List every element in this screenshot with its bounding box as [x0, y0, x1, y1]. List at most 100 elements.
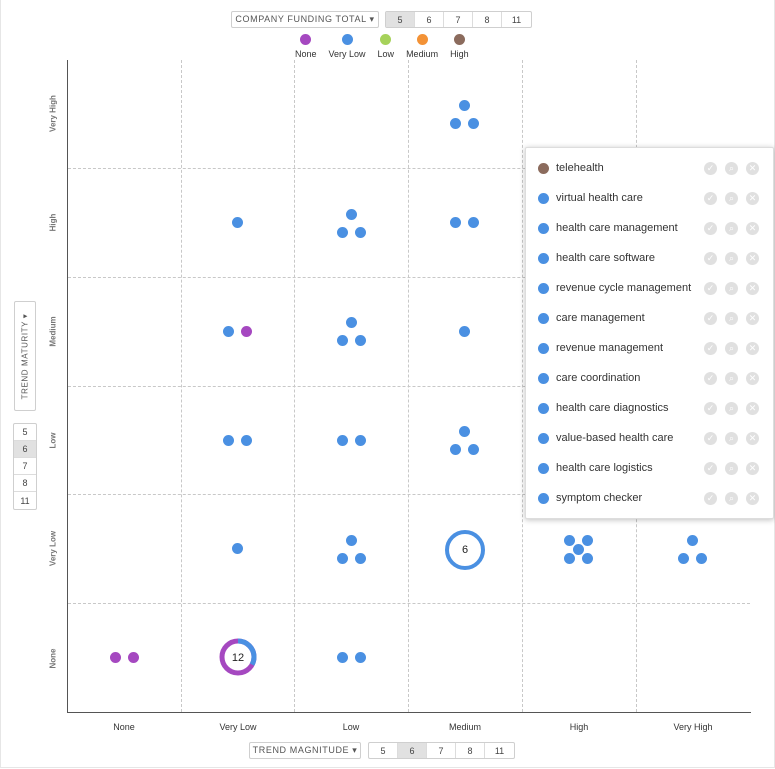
trend-dot[interactable] [468, 118, 479, 129]
check-icon[interactable]: ✓ [704, 191, 717, 205]
trend-dot[interactable] [450, 217, 461, 228]
trend-dot[interactable] [337, 227, 348, 238]
company-funding-dropdown[interactable]: COMPANY FUNDING TOTAL ▾ [231, 11, 379, 28]
trend-dot[interactable] [450, 118, 461, 129]
trend-dot[interactable] [110, 652, 121, 663]
trend-dot[interactable] [459, 100, 470, 111]
trend-dot[interactable] [355, 435, 366, 446]
trend-dot[interactable] [468, 444, 479, 455]
maturity-option-8[interactable]: 8 [14, 475, 36, 492]
trend-dot[interactable] [346, 317, 357, 328]
cluster-ring-very-low-medium[interactable]: 6 [445, 530, 485, 570]
trend-dot[interactable] [459, 326, 470, 337]
funding-option-8[interactable]: 8 [473, 12, 502, 27]
trend-dot[interactable] [337, 553, 348, 564]
trend-dot[interactable] [564, 535, 575, 546]
trend-list-item[interactable]: revenue management ✓ ⌕ ✕ [526, 333, 773, 363]
trend-dot[interactable] [346, 209, 357, 220]
check-icon[interactable]: ✓ [704, 341, 717, 355]
trend-dot[interactable] [355, 553, 366, 564]
trend-dot[interactable] [128, 652, 139, 663]
check-icon[interactable]: ✓ [704, 431, 717, 445]
trend-maturity-dropdown[interactable]: TREND MATURITY ▾ [14, 301, 36, 411]
trend-list-item[interactable]: telehealth ✓ ⌕ ✕ [526, 153, 773, 183]
trend-dot[interactable] [678, 553, 689, 564]
trend-dot[interactable] [564, 553, 575, 564]
close-icon[interactable]: ✕ [746, 491, 759, 505]
trend-dot[interactable] [355, 227, 366, 238]
close-icon[interactable]: ✕ [746, 251, 759, 265]
trend-dot[interactable] [450, 444, 461, 455]
trend-dot[interactable] [241, 435, 252, 446]
magnitude-option-11[interactable]: 11 [494, 745, 505, 756]
trend-dot[interactable] [232, 543, 243, 554]
search-icon[interactable]: ⌕ [725, 221, 738, 235]
maturity-option-5[interactable]: 5 [14, 424, 36, 441]
check-icon[interactable]: ✓ [704, 311, 717, 325]
magnitude-option-6[interactable]: 6 [398, 743, 427, 758]
close-icon[interactable]: ✕ [746, 161, 759, 175]
trend-dot[interactable] [241, 326, 252, 337]
close-icon[interactable]: ✕ [746, 431, 759, 445]
trend-dot[interactable] [337, 435, 348, 446]
close-icon[interactable]: ✕ [746, 281, 759, 295]
trend-dot[interactable] [582, 553, 593, 564]
check-icon[interactable]: ✓ [704, 491, 717, 505]
trend-dot[interactable] [223, 435, 234, 446]
trend-list-item[interactable]: health care logistics ✓ ⌕ ✕ [526, 453, 773, 483]
search-icon[interactable]: ⌕ [725, 251, 738, 265]
trend-list-item[interactable]: symptom checker ✓ ⌕ ✕ [526, 483, 773, 513]
trend-list-item[interactable]: health care management ✓ ⌕ ✕ [526, 213, 773, 243]
search-icon[interactable]: ⌕ [725, 491, 738, 505]
search-icon[interactable]: ⌕ [725, 461, 738, 475]
trend-list-item[interactable]: value-based health care ✓ ⌕ ✕ [526, 423, 773, 453]
trend-list-item[interactable]: virtual health care ✓ ⌕ ✕ [526, 183, 773, 213]
close-icon[interactable]: ✕ [746, 311, 759, 325]
trend-dot[interactable] [337, 652, 348, 663]
maturity-option-6[interactable]: 6 [14, 441, 36, 458]
close-icon[interactable]: ✕ [746, 461, 759, 475]
check-icon[interactable]: ✓ [704, 401, 717, 415]
trend-list-item[interactable]: revenue cycle management ✓ ⌕ ✕ [526, 273, 773, 303]
search-icon[interactable]: ⌕ [725, 341, 738, 355]
close-icon[interactable]: ✕ [746, 221, 759, 235]
close-icon[interactable]: ✕ [746, 191, 759, 205]
trend-list-item[interactable]: health care diagnostics ✓ ⌕ ✕ [526, 393, 773, 423]
search-icon[interactable]: ⌕ [725, 191, 738, 205]
maturity-option-7[interactable]: 7 [14, 458, 36, 475]
check-icon[interactable]: ✓ [704, 221, 717, 235]
search-icon[interactable]: ⌕ [725, 281, 738, 295]
magnitude-option-8[interactable]: 8 [456, 743, 485, 758]
trend-dot[interactable] [337, 335, 348, 346]
trend-dot[interactable] [223, 326, 234, 337]
maturity-option-11[interactable]: 11 [20, 495, 30, 506]
trend-list-item[interactable]: health care software ✓ ⌕ ✕ [526, 243, 773, 273]
trend-dot[interactable] [696, 553, 707, 564]
close-icon[interactable]: ✕ [746, 341, 759, 355]
trend-dot[interactable] [468, 217, 479, 228]
funding-option-11[interactable]: 11 [511, 14, 522, 25]
trend-magnitude-dropdown[interactable]: TREND MAGNITUDE ▾ [249, 742, 361, 759]
trend-dot[interactable] [573, 544, 584, 555]
funding-option-6[interactable]: 6 [415, 12, 444, 27]
trend-dot[interactable] [232, 217, 243, 228]
trend-dot[interactable] [582, 535, 593, 546]
funding-option-5[interactable]: 5 [386, 12, 415, 27]
check-icon[interactable]: ✓ [704, 371, 717, 385]
cluster-ring-none-very-low[interactable]: 12 [218, 637, 258, 677]
trend-list-item[interactable]: care coordination ✓ ⌕ ✕ [526, 363, 773, 393]
magnitude-option-5[interactable]: 5 [369, 743, 398, 758]
check-icon[interactable]: ✓ [704, 281, 717, 295]
search-icon[interactable]: ⌕ [725, 371, 738, 385]
search-icon[interactable]: ⌕ [725, 161, 738, 175]
magnitude-option-7[interactable]: 7 [427, 743, 456, 758]
funding-option-7[interactable]: 7 [444, 12, 473, 27]
close-icon[interactable]: ✕ [746, 401, 759, 415]
trend-dot[interactable] [459, 426, 470, 437]
trend-list-item[interactable]: care management ✓ ⌕ ✕ [526, 303, 773, 333]
check-icon[interactable]: ✓ [704, 461, 717, 475]
check-icon[interactable]: ✓ [704, 161, 717, 175]
trend-dot[interactable] [355, 335, 366, 346]
search-icon[interactable]: ⌕ [725, 431, 738, 445]
check-icon[interactable]: ✓ [704, 251, 717, 265]
